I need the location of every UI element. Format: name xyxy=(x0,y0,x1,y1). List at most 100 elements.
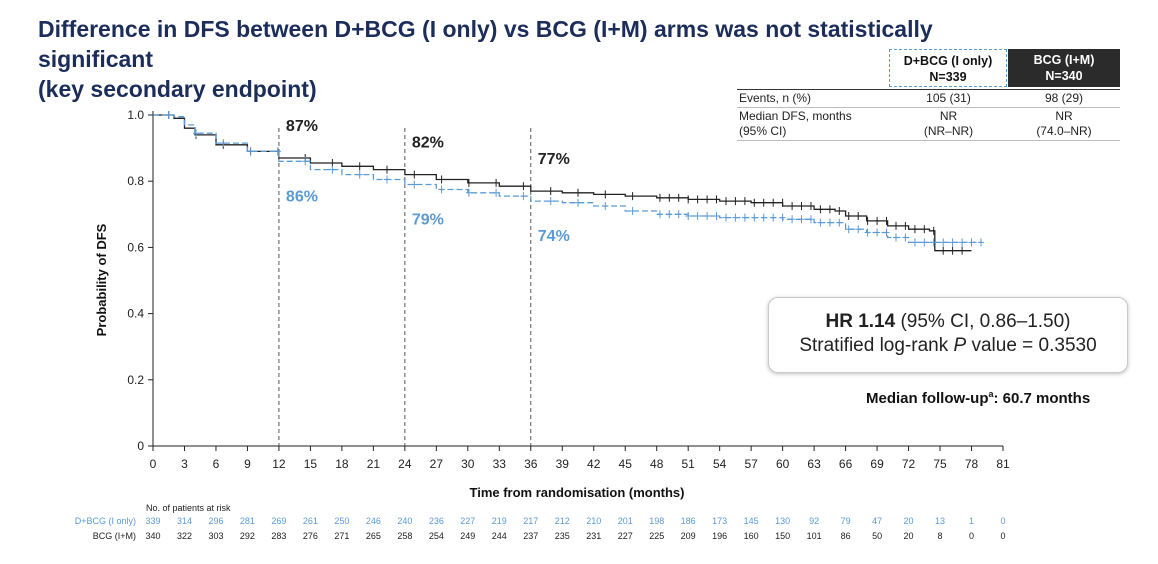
y-tick-label: 1.0 xyxy=(127,108,144,122)
y-tick-label: 0.2 xyxy=(127,373,144,387)
risk-value: 235 xyxy=(555,531,570,541)
risk-value: 0 xyxy=(969,531,974,541)
risk-value: 196 xyxy=(712,531,727,541)
censor-mark xyxy=(685,212,692,220)
pval-p: P xyxy=(953,335,967,356)
censor-mark xyxy=(940,238,947,247)
survival-rate-label: 82% xyxy=(412,135,444,152)
risk-value: 20 xyxy=(904,531,914,541)
risk-value: 160 xyxy=(744,531,759,541)
x-tick-label: 21 xyxy=(367,457,381,471)
censor-mark xyxy=(465,188,472,197)
risk-value: 212 xyxy=(555,516,570,526)
risk-value: 258 xyxy=(397,531,412,541)
risk-value: 249 xyxy=(460,531,475,541)
x-tick-label: 3 xyxy=(181,457,188,471)
risk-value: 79 xyxy=(841,516,851,526)
x-tick-label: 69 xyxy=(870,457,884,471)
risk-value: 201 xyxy=(618,516,633,526)
median-ci-label: (95% CI) xyxy=(739,124,787,138)
hazard-ratio-box: HR 1.14 (95% CI, 0.86–1.50) Stratified l… xyxy=(768,297,1128,373)
risk-value: 292 xyxy=(240,531,255,541)
censor-mark xyxy=(968,238,975,247)
y-tick-label: 0 xyxy=(137,439,144,453)
x-tick-label: 15 xyxy=(304,457,318,471)
risk-value: 209 xyxy=(681,531,696,541)
censor-mark xyxy=(770,213,777,222)
followup-label: Median follow-up xyxy=(866,390,989,407)
censor-mark xyxy=(329,165,336,174)
arm-name: BCG (I+M) xyxy=(1033,53,1095,67)
risk-value: 227 xyxy=(618,531,633,541)
median-followup: Median follow-upa: 60.7 months xyxy=(866,389,1090,407)
km-curve-dbcg xyxy=(153,114,982,244)
censor-mark xyxy=(911,238,918,247)
risk-value: 86 xyxy=(841,531,851,541)
censor-mark xyxy=(817,218,824,227)
risk-value: 269 xyxy=(271,516,286,526)
survival-rate-label: 79% xyxy=(412,212,444,229)
arm-n: N=340 xyxy=(1045,69,1083,83)
risk-value: 340 xyxy=(145,531,160,541)
survival-rate-label: 77% xyxy=(538,151,570,168)
risk-value: 13 xyxy=(935,516,945,526)
title-line-2: (key secondary endpoint) xyxy=(38,76,317,102)
censor-mark xyxy=(874,228,881,237)
risk-value: 50 xyxy=(872,531,882,541)
events-dbcg: 105 (31) xyxy=(889,89,1008,108)
censor-mark xyxy=(520,192,527,201)
censor-mark xyxy=(629,207,636,215)
x-tick-label: 36 xyxy=(524,457,538,471)
risk-value: 271 xyxy=(334,531,349,541)
risk-value: 92 xyxy=(809,516,819,526)
arm-header-dbcg: D+BCG (I only) N=339 xyxy=(889,49,1007,87)
x-tick-label: 72 xyxy=(902,457,916,471)
median-bcg: NR xyxy=(1055,109,1073,123)
censor-mark xyxy=(274,147,281,156)
risk-value: 1 xyxy=(969,516,974,526)
risk-value: 0 xyxy=(1000,516,1005,526)
censor-mark xyxy=(789,215,796,224)
censor-mark xyxy=(438,185,445,194)
median-row: Median DFS, months (95% CI) NR (NR–NR) NR(… xyxy=(737,107,1120,141)
events-row: Events, n (%) 105 (31) 98 (29) xyxy=(737,89,1120,108)
risk-value: 198 xyxy=(649,516,664,526)
censor-mark xyxy=(978,238,984,247)
risk-value: 186 xyxy=(681,516,696,526)
median-ci-dbcg: (NR–NR) xyxy=(923,124,974,138)
pval-value: value = 0.3530 xyxy=(966,335,1097,356)
risk-value: 210 xyxy=(586,516,601,526)
censor-mark xyxy=(732,213,739,222)
risk-row-label-dbcg: D+BCG (I only) xyxy=(75,516,136,526)
x-tick-label: 75 xyxy=(933,457,947,471)
x-tick-label: 27 xyxy=(430,457,444,471)
risk-value: 217 xyxy=(523,516,538,526)
censor-mark xyxy=(356,170,363,179)
x-tick-label: 78 xyxy=(965,457,979,471)
median-ci-bcg: (74.0–NR) xyxy=(1036,124,1092,138)
risk-value: 240 xyxy=(397,516,412,526)
censor-mark xyxy=(493,188,500,197)
censor-mark xyxy=(845,225,852,234)
censor-mark xyxy=(883,228,890,237)
censor-mark xyxy=(902,233,909,242)
risk-value: 173 xyxy=(712,516,727,526)
censor-mark xyxy=(855,225,862,234)
x-tick-label: 42 xyxy=(587,457,601,471)
arm-name: D+BCG (I only) xyxy=(903,54,993,68)
censor-mark xyxy=(798,215,805,224)
x-tick-label: 12 xyxy=(272,457,286,471)
y-tick-label: 0.4 xyxy=(127,307,144,321)
survival-rate-label: 74% xyxy=(538,228,570,245)
arm-header-bcg: BCG (I+M) N=340 xyxy=(1008,49,1120,87)
risk-value: 20 xyxy=(904,516,914,526)
risk-value: 0 xyxy=(1000,531,1005,541)
censor-mark xyxy=(694,212,701,220)
risk-value: 236 xyxy=(429,516,444,526)
followup-footnote: a xyxy=(988,389,994,399)
risk-value: 8 xyxy=(938,531,943,541)
events-bcg: 98 (29) xyxy=(1008,89,1120,108)
x-tick-label: 66 xyxy=(839,457,853,471)
risk-value: 250 xyxy=(334,516,349,526)
censor-mark xyxy=(704,212,711,220)
